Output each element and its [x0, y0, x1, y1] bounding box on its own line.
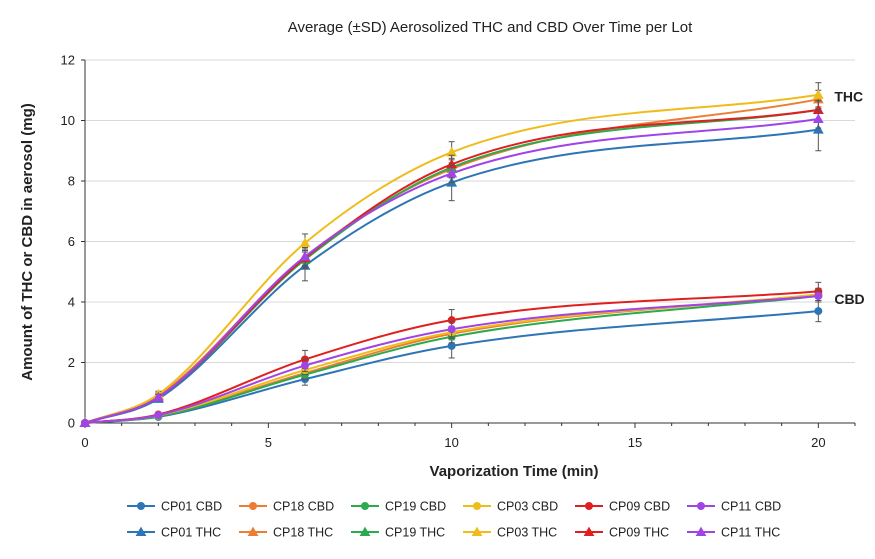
- legend-item: CP09 THC: [575, 526, 669, 540]
- legend-marker: [135, 526, 147, 537]
- data-point: [814, 291, 823, 300]
- legend-marker: [583, 526, 595, 537]
- legend: CP01 CBD CP18 CBD CP19 CBD CP03 CBD CP09 CBD…: [127, 500, 781, 540]
- legend-item: CP19 THC: [351, 526, 445, 540]
- x-tick-label: 5: [265, 435, 272, 450]
- group-labels: THC CBD: [834, 88, 864, 307]
- legend-marker: [247, 526, 259, 537]
- data-point: [446, 158, 458, 169]
- data-point: [447, 325, 456, 334]
- legend-label: CP19 THC: [385, 526, 445, 540]
- legend-marker: [471, 526, 483, 537]
- x-tick-label: 20: [811, 435, 825, 450]
- group-label-thc: THC: [834, 88, 863, 104]
- data-point: [152, 391, 164, 402]
- legend-label: CP03 THC: [497, 526, 557, 540]
- series-cp11-cbd: [81, 289, 823, 427]
- y-tick-label: 12: [61, 53, 75, 68]
- legend-marker: [697, 502, 705, 510]
- legend-marker: [249, 502, 257, 510]
- axes: 0 2 4 6 8 10 12 0 5 10 15 20: [61, 53, 856, 450]
- legend-marker: [359, 526, 371, 537]
- y-axis-label: Amount of THC or CBD in aerosol (mg): [19, 103, 36, 381]
- legend-item: CP18 THC: [239, 526, 333, 540]
- legend-item: CP19 CBD: [351, 500, 446, 514]
- legend-label: CP11 THC: [721, 526, 780, 540]
- legend-label: CP09 CBD: [609, 500, 670, 514]
- x-tick-label: 10: [444, 435, 458, 450]
- data-point: [812, 124, 824, 134]
- legend-label: CP18 THC: [273, 526, 333, 540]
- data-point: [446, 146, 458, 157]
- series-layer: [79, 82, 824, 428]
- legend-marker: [585, 502, 593, 510]
- data-point: [812, 113, 824, 124]
- legend-item: CP01 THC: [127, 526, 221, 540]
- y-tick-label: 10: [61, 113, 75, 128]
- data-point: [812, 89, 824, 99]
- data-point: [299, 251, 311, 261]
- data-point: [154, 411, 163, 420]
- legend-label: CP18 CBD: [273, 500, 334, 514]
- legend-label: CP09 THC: [609, 526, 669, 540]
- legend-item: CP11 THC: [687, 526, 780, 540]
- x-tick-label: 15: [628, 435, 642, 450]
- legend-marker: [361, 502, 369, 510]
- legend-item: CP03 CBD: [463, 500, 558, 514]
- y-tick-label: 2: [68, 355, 75, 370]
- x-axis-label: Vaporization Time (min): [430, 463, 599, 480]
- data-point: [814, 307, 823, 316]
- legend-item: CP09 CBD: [575, 500, 670, 514]
- legend-label: CP01 THC: [161, 526, 221, 540]
- legend-item: CP03 THC: [463, 526, 557, 540]
- legend-label: CP01 CBD: [161, 500, 222, 514]
- data-point: [812, 104, 824, 114]
- chart-title: Average (±SD) Aerosolized THC and CBD Ov…: [288, 19, 693, 36]
- legend-marker: [695, 526, 707, 537]
- data-point: [447, 341, 456, 350]
- legend-item: CP18 CBD: [239, 500, 334, 514]
- y-tick-label: 0: [68, 416, 75, 431]
- legend-label: CP11 CBD: [721, 500, 781, 514]
- data-point: [299, 237, 311, 248]
- legend-label: CP19 CBD: [385, 500, 446, 514]
- legend-label: CP03 CBD: [497, 500, 558, 514]
- gridlines: [85, 59, 855, 363]
- legend-marker: [473, 502, 481, 510]
- legend-item: CP01 CBD: [127, 500, 222, 514]
- data-point: [79, 417, 91, 428]
- data-point: [446, 168, 458, 178]
- legend-item: CP11 CBD: [687, 500, 781, 514]
- series-cp11-thc: [79, 109, 824, 428]
- y-tick-label: 4: [68, 295, 75, 310]
- y-tick-label: 8: [68, 174, 75, 189]
- group-label-cbd: CBD: [834, 291, 864, 307]
- y-tick-label: 6: [68, 234, 75, 249]
- series-cp03-thc: [79, 82, 824, 428]
- data-point: [301, 361, 309, 370]
- legend-marker: [137, 502, 145, 510]
- x-tick-label: 0: [81, 435, 88, 450]
